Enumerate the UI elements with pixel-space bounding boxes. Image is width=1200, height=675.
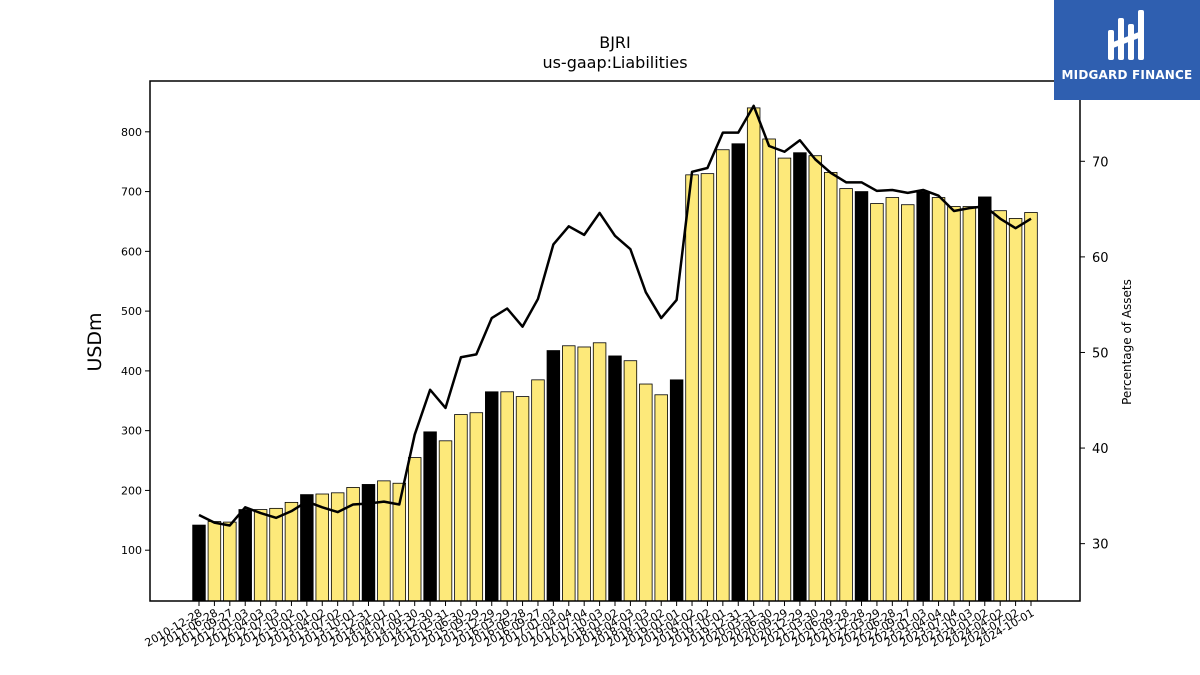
midgard-finance-logo: MIDGARD FINANCE bbox=[1054, 0, 1200, 100]
bar bbox=[746, 107, 761, 602]
midgard-rune-icon bbox=[1108, 10, 1144, 60]
bar bbox=[531, 379, 545, 602]
y2-tick-label: 50 bbox=[1092, 346, 1109, 361]
bar bbox=[485, 391, 499, 602]
y2-tick-label: 70 bbox=[1092, 155, 1109, 170]
bar bbox=[947, 206, 961, 602]
bar bbox=[793, 152, 807, 602]
bar bbox=[854, 191, 869, 602]
bar bbox=[253, 509, 268, 602]
y2-tick-label: 60 bbox=[1092, 251, 1109, 266]
y-tick-label: 400 bbox=[121, 365, 142, 378]
bar bbox=[207, 521, 222, 602]
bar bbox=[916, 191, 930, 602]
bar bbox=[223, 521, 237, 602]
bar bbox=[592, 342, 607, 602]
bar bbox=[685, 174, 699, 602]
y-tick-label: 600 bbox=[121, 245, 142, 258]
bar bbox=[423, 431, 437, 602]
bar bbox=[623, 360, 638, 602]
bar bbox=[901, 204, 915, 602]
bar bbox=[454, 414, 468, 602]
bar bbox=[978, 196, 992, 602]
bar bbox=[1024, 212, 1038, 602]
y-tick-label: 700 bbox=[121, 186, 142, 199]
bar bbox=[377, 480, 391, 602]
chart-subtitle: us-gaap:Liabilities bbox=[542, 53, 687, 72]
percent-line bbox=[198, 104, 1032, 527]
bar bbox=[407, 457, 422, 602]
bar bbox=[962, 206, 977, 602]
bar bbox=[639, 383, 653, 602]
bar bbox=[577, 346, 591, 602]
bar bbox=[438, 440, 453, 602]
y-tick-label: 300 bbox=[121, 425, 142, 438]
bar bbox=[1008, 218, 1023, 602]
y-tick-label: 200 bbox=[121, 484, 142, 497]
y-axis-right: 30 40 50 60 70 bbox=[1080, 155, 1109, 553]
bar bbox=[870, 203, 884, 602]
chart-title: BJRI bbox=[599, 33, 631, 52]
bar bbox=[808, 155, 823, 602]
bar bbox=[284, 501, 299, 602]
logo-text: MIDGARD FINANCE bbox=[1061, 68, 1193, 82]
y-tick-label: 800 bbox=[121, 126, 142, 139]
bar bbox=[700, 173, 715, 602]
bar bbox=[731, 143, 745, 602]
bar bbox=[515, 396, 530, 602]
bar bbox=[777, 157, 792, 602]
bar bbox=[192, 524, 206, 602]
bar bbox=[716, 149, 730, 602]
bar bbox=[762, 138, 776, 602]
plot-frame bbox=[149, 80, 1081, 602]
y2-tick-label: 40 bbox=[1092, 442, 1109, 457]
bars-group bbox=[192, 107, 1038, 602]
bar bbox=[993, 210, 1007, 602]
bar bbox=[315, 493, 329, 602]
y2-axis-label: Percentage of Assets bbox=[1120, 279, 1134, 405]
bar bbox=[608, 355, 622, 602]
x-axis: 2010-12-282011-06-282011-09-272012-01-03… bbox=[143, 601, 1037, 650]
bar bbox=[500, 391, 514, 602]
y-tick-label: 100 bbox=[121, 544, 142, 557]
bar bbox=[885, 197, 900, 602]
bar bbox=[238, 509, 252, 602]
bar bbox=[823, 172, 838, 602]
y2-tick-label: 30 bbox=[1092, 538, 1109, 553]
bar bbox=[300, 494, 314, 602]
bar bbox=[562, 345, 576, 602]
bar bbox=[931, 197, 946, 602]
y-axis-left: 100 200 300 400 500 600 700 800 bbox=[121, 126, 150, 557]
bar bbox=[546, 350, 561, 602]
bar bbox=[469, 412, 484, 602]
bar bbox=[654, 394, 668, 602]
bar bbox=[839, 188, 853, 602]
bar bbox=[269, 507, 283, 602]
bar bbox=[669, 379, 684, 602]
y-tick-label: 500 bbox=[121, 305, 142, 318]
y-axis-label: USDm bbox=[84, 312, 106, 371]
